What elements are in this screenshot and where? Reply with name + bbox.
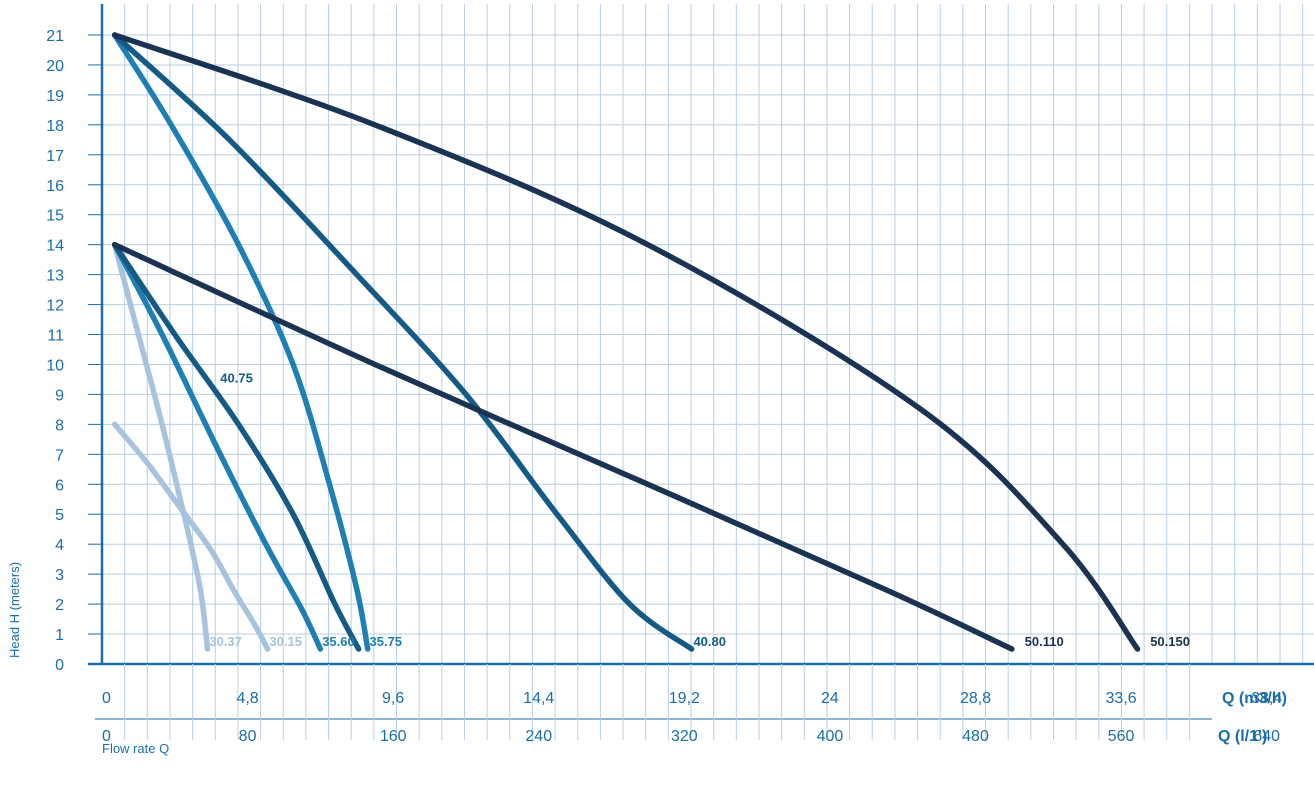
y-tick-label: 19 [46, 88, 64, 105]
x-unit-m3h: Q (m3/h) [1222, 690, 1287, 707]
y-tick-label: 13 [46, 268, 64, 285]
curve-35-75 [111, 32, 371, 652]
y-tick-label: 2 [55, 597, 64, 614]
y-tick-label: 15 [46, 208, 64, 225]
curve-40-75 [111, 241, 362, 652]
x-tick-label-lpm: 400 [817, 728, 844, 745]
x-tick-label-lpm: 480 [962, 728, 989, 745]
curve-40-80 [111, 32, 695, 652]
x-tick-label-m3h: 14,4 [523, 690, 554, 707]
x-tick-label-lpm: 240 [525, 728, 552, 745]
y-tick-label: 1 [55, 627, 64, 644]
curve-label-35-75: 35.75 [370, 634, 403, 649]
y-tick-label: 9 [55, 387, 64, 404]
curve-label-30-37: 30.37 [209, 634, 242, 649]
y-tick-label: 6 [55, 477, 64, 494]
x-tick-label-m3h: 24 [821, 690, 839, 707]
axes [88, 4, 1314, 740]
curve-35-60 [111, 241, 324, 652]
x-unit-lpm: Q (l/1') [1218, 728, 1267, 745]
y-tick-label: 12 [46, 298, 64, 315]
curve-label-35-60: 35.60 [322, 634, 355, 649]
curve-30-15 [111, 421, 271, 652]
x-tick-label-lpm: 320 [671, 728, 698, 745]
curve-50-150 [111, 32, 1141, 652]
x-tick-label-m3h: 9,6 [382, 690, 404, 707]
y-tick-label: 0 [55, 657, 64, 674]
curve-label-30-15: 30.15 [269, 634, 302, 649]
x-tick-label-lpm: 160 [380, 728, 407, 745]
y-tick-label: 17 [46, 148, 64, 165]
x-tick-label-m3h: 19,2 [669, 690, 700, 707]
pump-curves [111, 32, 1141, 652]
x-tick-label-m3h: 38,4 [1251, 690, 1282, 707]
curve-labels: 30.37 30.15 35.60 35.75 40.75 40.80 50.110 50.1… [209, 370, 1190, 649]
y-tick-label: 10 [46, 357, 64, 374]
x-tick-label-lpm: 0 [102, 728, 111, 745]
x-axis-label: Flow rate Q [102, 741, 169, 756]
x-tick-label-m3h: 0 [102, 690, 111, 707]
y-tick-label: 7 [55, 447, 64, 464]
x-tick-label-m3h: 4,8 [236, 690, 258, 707]
curve-label-50-110: 50.110 [1025, 634, 1064, 649]
grid [102, 4, 1314, 664]
x-tick-label-lpm: 640 [1253, 728, 1280, 745]
x-tick-label-lpm: 80 [239, 728, 257, 745]
curve-30-37 [111, 241, 211, 652]
y-tick-label: 16 [46, 178, 64, 195]
curve-50-110 [111, 241, 1015, 652]
y-tick-label: 20 [46, 58, 64, 75]
x-tick-label-m3h: 28,8 [960, 690, 991, 707]
y-tick-label: 18 [46, 118, 64, 135]
curve-label-40-75: 40.75 [220, 370, 253, 385]
curve-label-50-150: 50.150 [1150, 634, 1190, 649]
y-tick-label: 14 [46, 238, 64, 255]
y-tick-label: 21 [46, 28, 64, 45]
y-tick-label: 11 [47, 328, 64, 345]
curve-label-40-80: 40.80 [693, 634, 726, 649]
x-tick-label-m3h: 33,6 [1106, 690, 1137, 707]
y-tick-label: 3 [55, 567, 64, 584]
x-tick-label-lpm: 560 [1108, 728, 1135, 745]
y-tick-label: 8 [55, 417, 64, 434]
y-tick-label: 5 [55, 507, 64, 524]
y-axis-label: Head H (meters) [7, 562, 22, 658]
x-tick-labels: 0 0 4,8 80 9,6 160 14,4 240 19,2 320 24 400 28,8 480 3… [102, 690, 1282, 745]
y-tick-label: 4 [55, 537, 64, 554]
